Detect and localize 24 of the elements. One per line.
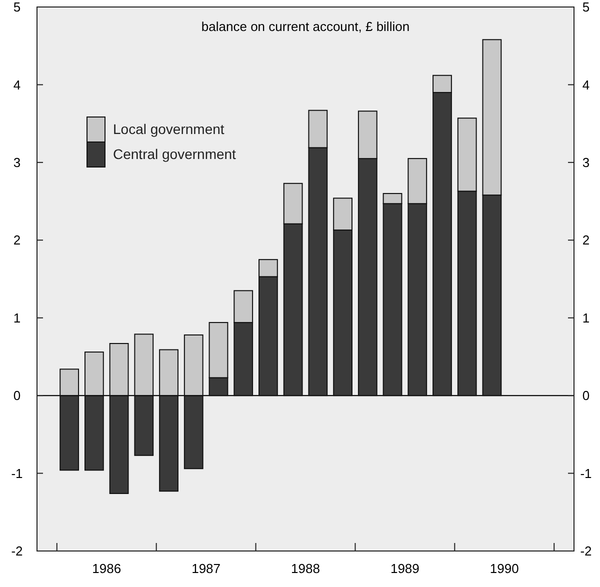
y2-tick-label: 2: [582, 232, 590, 248]
x-tick-label: 1987: [192, 561, 221, 576]
y2-tick-label: 3: [582, 154, 590, 170]
legend-label: Local government: [113, 121, 224, 137]
text: balance on current account, £ billion: [201, 19, 410, 34]
y-tick-label: 4: [13, 77, 21, 92]
y2-tick-label: 5: [582, 0, 590, 15]
y2-tick-label: -1: [580, 466, 592, 481]
y-tick-label: 0: [13, 388, 21, 404]
x-tick-label: 1988: [291, 561, 320, 576]
y-tick-label: -1: [11, 466, 23, 481]
y2-tick-label: 4: [582, 77, 590, 92]
y2-tick-label: 0: [582, 388, 590, 404]
y2-tick-label: 1: [582, 310, 590, 326]
x-tick-label: 1989: [390, 561, 420, 576]
x-tick-label: 1990: [490, 561, 519, 576]
legend-label: Central government: [113, 146, 236, 162]
y-tick-label: -2: [11, 544, 23, 559]
y2-tick-label: -2: [580, 544, 592, 559]
y-tick-label: 1: [13, 310, 21, 326]
y-tick-label: 2: [13, 232, 21, 248]
y-tick-label: 3: [13, 154, 21, 170]
x-tick-label: 1986: [92, 561, 122, 576]
y-tick-label: 5: [13, 0, 21, 15]
